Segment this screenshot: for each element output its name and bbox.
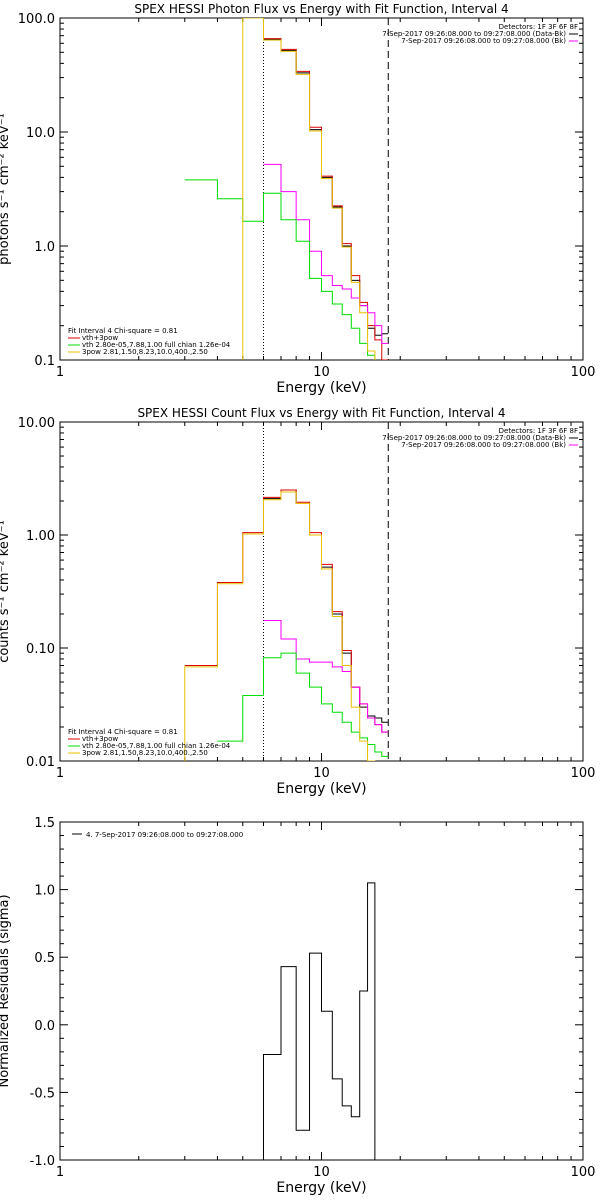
series-vth-line — [263, 163, 389, 344]
legend-right-entry: 7-Sep-2017 09:26:08.000 to 09:27:08.000 … — [401, 441, 566, 449]
x-tick-label: 1 — [56, 365, 64, 380]
residuals-panel: 1 10 100 -1.0 -0.5 0.0 0.5 1.0 1.5 Energy (keV) No… — [0, 816, 595, 1196]
legend-right-entry: Detectors: 1F 3F 6F 8F — [499, 23, 578, 31]
y-axis-label: Normalized Residuals (sigma) — [0, 894, 12, 1087]
x-axis-label: Energy (keV) — [276, 1180, 366, 1196]
y-tick-label: -0.5 — [30, 1086, 55, 1101]
photon-flux-panel: 1 10 100 0.1 1.0 10.0 100.0 SPEX HESSI Photon F… — [0, 2, 596, 396]
y-tick-label: 1.0 — [34, 884, 55, 899]
y-axis-label: counts s⁻¹ cm⁻² keV⁻¹ — [0, 520, 12, 663]
plot-area — [262, 882, 376, 1160]
legend-left-entry: 3pow 2.81,1.50,8.23,10.0,400.,2.50 — [82, 749, 208, 757]
legend-left-entry: vth 2.80e-05,7.88,1.00 full chian 1.26e-… — [82, 742, 231, 750]
x-tick-label: 10 — [313, 1165, 330, 1180]
x-tick-label: 100 — [571, 1165, 596, 1180]
series-residuals-line — [262, 882, 376, 1160]
x-axis-label: Energy (keV) — [276, 781, 366, 797]
x-tick-label: 10 — [313, 766, 330, 781]
y-tick-label: 1.0 — [34, 240, 55, 255]
y-tick-label: 10.00 — [18, 416, 55, 431]
legend-right-entry: 7-Sep-2017 09:26:08.000 to 09:27:08.000 … — [382, 30, 566, 38]
x-axis-label: Energy (keV) — [276, 380, 366, 396]
y-tick-label: 10.0 — [26, 126, 55, 141]
series-bk-line — [242, 18, 376, 360]
legend-right-entry: Detectors: 1F 3F 6F 8F — [499, 427, 578, 435]
legend-left-entry: vth+3pow — [82, 735, 118, 743]
y-tick-label: 100.0 — [18, 12, 55, 27]
legend-right-entry: 7-Sep-2017 09:26:08.000 to 09:27:08.000 … — [382, 434, 566, 442]
count-flux-panel: 1 10 100 0.01 0.10 1.00 10.00 SPEX HESSI Count … — [0, 406, 595, 797]
x-tick-label: 100 — [571, 365, 596, 380]
legend-left-entry: vth 2.80e-05,7.88,1.00 full chian 1.26e-… — [82, 341, 231, 349]
legend-left-entry: 4. 7-Sep-2017 09:26:08.000 to 09:27:08.0… — [86, 831, 243, 839]
y-tick-label: 0.5 — [34, 951, 55, 966]
series-vth-3pow-line — [263, 38, 389, 360]
x-tick-label: 10 — [313, 365, 330, 380]
series-3pow-line — [184, 179, 376, 360]
y-tick-label: 0.0 — [34, 1019, 55, 1034]
y-tick-label: -1.0 — [30, 1154, 55, 1169]
y-tick-label: 0.10 — [26, 642, 55, 657]
series-3pow-line — [217, 652, 389, 757]
x-tick-label: 100 — [571, 766, 596, 781]
y-tick-label: 1.00 — [26, 529, 55, 544]
y-tick-label: 0.1 — [34, 354, 55, 369]
legend-left-entry: Fit Interval 4 Chi-square = 0.81 — [68, 327, 178, 335]
y-axis-label: photons s⁻¹ cm⁻² keV⁻¹ — [0, 113, 12, 265]
series-vth-line — [263, 620, 389, 733]
series-vth-3pow-line — [184, 489, 389, 733]
chart-title: SPEX HESSI Photon Flux vs Energy with Fi… — [134, 2, 508, 16]
plot-frame — [59, 17, 584, 361]
chart-title: SPEX HESSI Count Flux vs Energy with Fit… — [137, 406, 505, 420]
legend-right-entry: 7-Sep-2017 09:26:08.000 to 09:27:08.000 … — [401, 37, 566, 45]
series-bk-line — [184, 491, 376, 761]
legend-left-entry: Fit Interval 4 Chi-square = 0.81 — [68, 728, 178, 736]
x-tick-label: 1 — [56, 766, 64, 781]
y-tick-label: 0.01 — [26, 755, 55, 770]
y-tick-label: 1.5 — [34, 816, 55, 831]
x-tick-label: 1 — [56, 1165, 64, 1180]
series-data-bk-line — [263, 489, 389, 723]
legend-left-entry: vth+3pow — [82, 334, 118, 342]
plot-frame — [59, 421, 584, 762]
plot-area — [184, 422, 389, 761]
series-data-bk-line — [263, 38, 389, 336]
plot-area — [184, 18, 389, 360]
legend-left-entry: 3pow 2.81,1.50,8.23,10.0,400.,2.50 — [82, 348, 208, 356]
